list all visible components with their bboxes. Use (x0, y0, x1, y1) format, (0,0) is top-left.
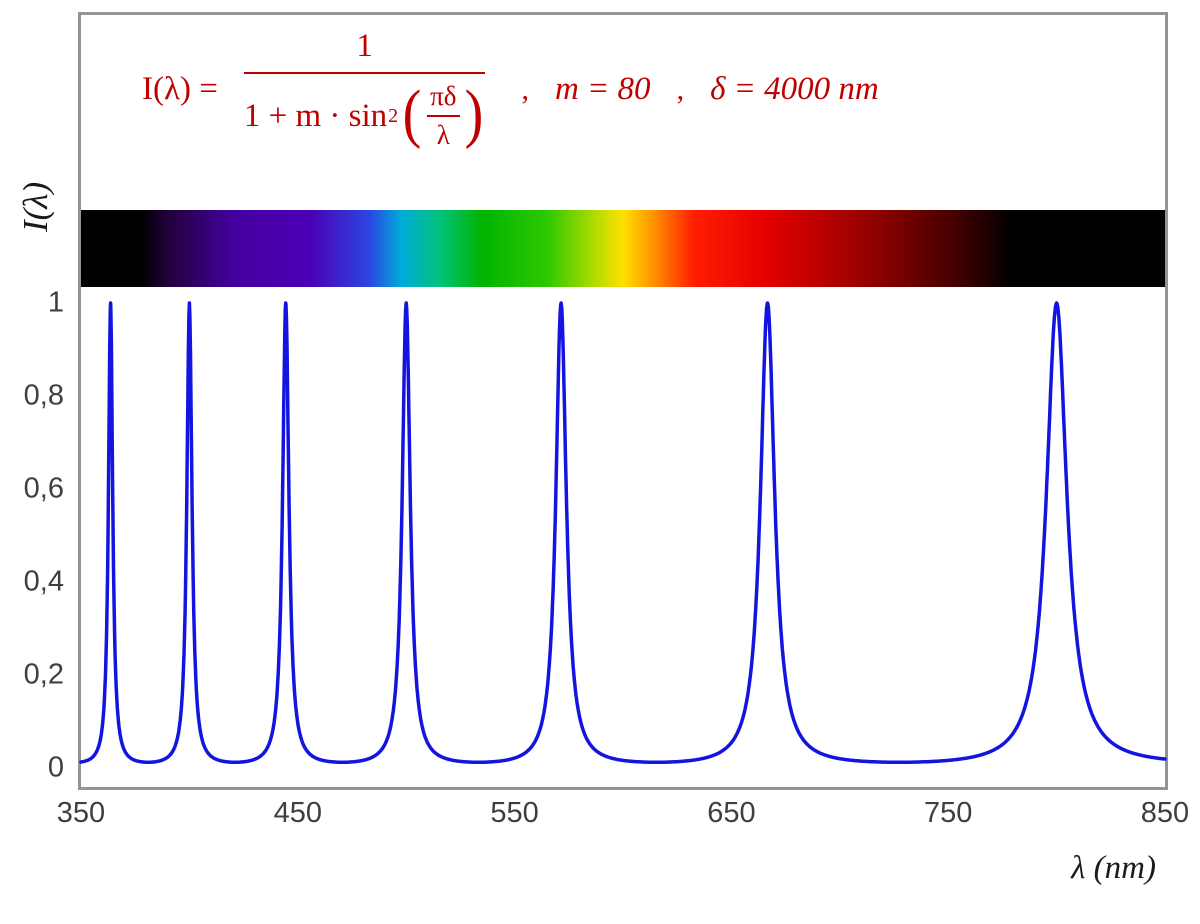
formula-numerator: 1 (356, 28, 373, 64)
formula: I(λ) = 1 1 + m · sin 2 ( πδ λ ) , m = 80 … (142, 28, 879, 151)
y-tick-label: 1 (47, 286, 64, 319)
y-tick-label: 0,8 (23, 379, 64, 412)
m-parameter: m = 80 (554, 71, 651, 107)
close-paren: ) (465, 76, 484, 150)
formula-fraction: 1 1 + m · sin 2 ( πδ λ ) (243, 28, 486, 151)
x-tick-label: 650 (707, 797, 756, 829)
inner-denominator: λ (426, 115, 460, 151)
y-tick-label: 0,4 (23, 565, 64, 598)
x-tick-label: 350 (56, 797, 106, 829)
formula-denominator: 1 + m · sin 2 ( πδ λ ) (243, 72, 486, 151)
inner-fraction: πδ λ (424, 81, 462, 151)
x-tick-label: 550 (490, 797, 539, 829)
y-tick-label: 0 (47, 751, 64, 784)
y-axis-title: I(λ) (16, 181, 55, 232)
spectrum-bar (81, 210, 1165, 287)
x-tick-label: 450 (273, 797, 322, 829)
x-tick-label: 850 (1140, 797, 1190, 829)
y-tick-label: 0,6 (23, 472, 64, 505)
x-tick-label: 750 (923, 797, 973, 829)
sin-exponent: 2 (388, 104, 399, 127)
comma-separator: , (521, 72, 529, 106)
y-tick-label: 0,2 (23, 658, 64, 691)
formula-lhs: I(λ) = (142, 71, 218, 107)
delta-parameter: δ = 4000 nm (710, 71, 879, 107)
open-paren: ( (402, 76, 422, 150)
comma-separator: , (676, 72, 685, 106)
inner-numerator: πδ (430, 81, 457, 111)
x-axis-title: λ (nm) (1071, 850, 1156, 886)
denominator-prefix: 1 + m · sin (243, 97, 388, 134)
